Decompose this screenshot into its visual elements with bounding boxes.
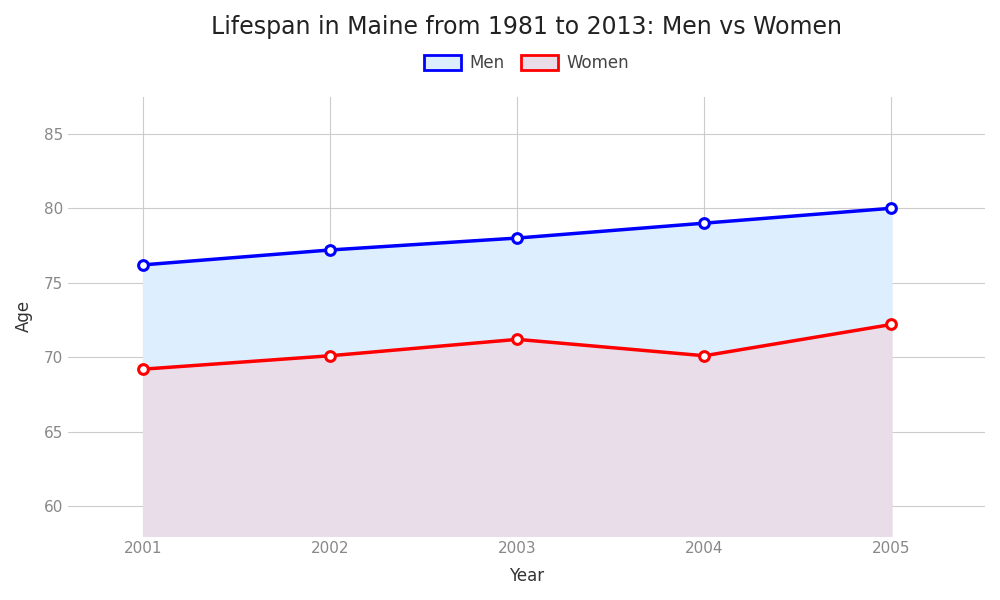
Title: Lifespan in Maine from 1981 to 2013: Men vs Women: Lifespan in Maine from 1981 to 2013: Men… <box>211 15 842 39</box>
Legend: Men, Women: Men, Women <box>418 47 636 79</box>
X-axis label: Year: Year <box>509 567 544 585</box>
Y-axis label: Age: Age <box>15 300 33 332</box>
